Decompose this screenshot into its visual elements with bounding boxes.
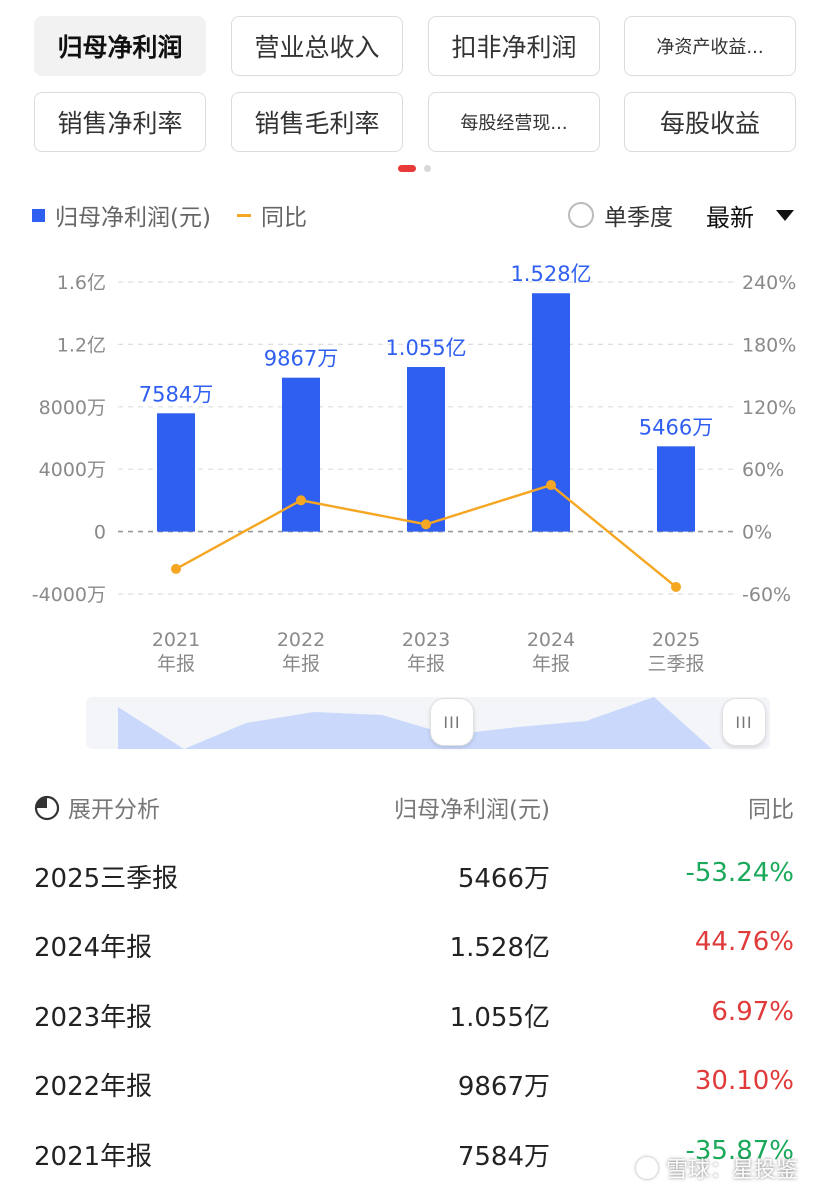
chart-legend: 归母净利润(元) 同比 [32, 198, 307, 232]
table-row[interactable]: 2024年报 1.528亿 44.76% [0, 927, 830, 967]
bar-data-label: 1.528亿 [510, 262, 591, 286]
line-legend-label: 同比 [260, 205, 307, 231]
bar-data-label: 5466万 [639, 415, 713, 439]
y-right-tick-label: -60% [742, 584, 791, 606]
bar [532, 293, 570, 532]
value-cell: 1.055亿 [449, 1003, 550, 1033]
bar [657, 446, 695, 532]
yoy-cell: 44.76% [694, 927, 794, 957]
tab-roe[interactable]: 净资产收益... [624, 16, 796, 76]
x-tick-label-period: 年报 [282, 653, 320, 675]
yoy-column-header: 同比 [748, 797, 794, 823]
table-row[interactable]: 2022年报 9867万 30.10% [0, 1066, 830, 1106]
radio-icon[interactable] [568, 202, 594, 228]
caret-down-icon [776, 210, 794, 221]
table-row[interactable]: 2021年报 7584万 -35.87% [0, 1136, 830, 1176]
y-left-tick-label: 0 [94, 522, 106, 544]
tab-net-profit-parent[interactable]: 归母净利润 [34, 16, 206, 76]
bar-data-label: 9867万 [264, 347, 338, 371]
tab-deducted-net-profit[interactable]: 扣非净利润 [428, 16, 600, 76]
y-left-tick-label: 8000万 [39, 397, 106, 419]
yoy-point [546, 480, 556, 491]
tab-total-revenue[interactable]: 营业总收入 [231, 16, 403, 76]
x-tick-label-year: 2023 [402, 629, 450, 651]
value-cell: 5466万 [457, 864, 550, 894]
watermark-text: 雪球：星投鉴 [666, 1158, 799, 1183]
value-cell: 1.528亿 [449, 933, 550, 963]
slider-preview [118, 697, 712, 749]
slider-handle-right[interactable]: III [722, 698, 766, 746]
x-tick-label-period: 年报 [407, 653, 445, 675]
y-right-tick-label: 120% [742, 397, 796, 419]
single-quarter-label: 单季度 [604, 205, 673, 231]
y-left-tick-label: -4000万 [32, 584, 106, 606]
period-cell: 2025三季报 [34, 864, 179, 894]
y-left-tick-label: 4000万 [39, 459, 106, 481]
bar-legend-label: 归母净利润(元) [55, 205, 211, 231]
range-slider[interactable] [86, 697, 770, 749]
x-tick-label-year: 2025 [652, 629, 700, 651]
latest-label: 最新 [706, 204, 754, 232]
line-legend-swatch [236, 213, 251, 217]
expand-analysis-link[interactable]: 展开分析 [68, 797, 160, 823]
yoy-point [171, 563, 181, 574]
yoy-cell: 6.97% [711, 997, 794, 1027]
table-row[interactable]: 2025三季报 5466万 -53.24% [0, 858, 830, 898]
bar-legend-swatch [32, 208, 45, 222]
period-cell: 2021年报 [34, 1142, 153, 1172]
value-cell: 9867万 [457, 1072, 550, 1102]
single-quarter-toggle[interactable]: 单季度 [568, 198, 673, 232]
x-tick-label-year: 2021 [152, 629, 200, 651]
y-left-tick-label: 1.2亿 [57, 334, 106, 356]
bar-data-label: 1.055亿 [385, 336, 466, 360]
y-right-tick-label: 180% [742, 334, 796, 356]
y-right-tick-label: 240% [742, 272, 796, 294]
y-right-tick-label: 60% [742, 459, 784, 481]
snowball-logo-icon [636, 1157, 658, 1179]
yoy-cell: -35.87% [685, 1136, 794, 1166]
tab-net-margin[interactable]: 销售净利率 [34, 92, 206, 152]
yoy-point [421, 519, 431, 530]
watermark: 雪球：星投鉴 [636, 1152, 798, 1184]
tab-operating-cash-per-share[interactable]: 每股经营现... [428, 92, 600, 152]
yoy-point [671, 581, 681, 592]
pie-chart-icon[interactable] [34, 795, 60, 821]
value-column-header: 归母净利润(元) [394, 797, 550, 823]
profit-chart: 1.6亿 1.2亿 8000万 4000万 0 -4000万 240% 180% 120% 60%… [32, 262, 797, 675]
x-tick-label-period: 年报 [157, 653, 195, 675]
yoy-cell: -53.24% [685, 858, 794, 888]
page-indicator-active [398, 165, 416, 172]
x-tick-label-year: 2022 [277, 629, 325, 651]
tab-eps[interactable]: 每股收益 [624, 92, 796, 152]
x-tick-label-period: 年报 [532, 653, 570, 675]
latest-dropdown[interactable]: 最新 [706, 198, 794, 233]
slider-handle-left[interactable]: III [430, 698, 474, 746]
period-cell: 2024年报 [34, 933, 153, 963]
period-cell: 2022年报 [34, 1072, 153, 1102]
value-cell: 7584万 [457, 1142, 550, 1172]
page-indicator-inactive [424, 165, 431, 172]
period-cell: 2023年报 [34, 1003, 153, 1033]
x-tick-label-period: 三季报 [647, 653, 704, 675]
y-left-tick-label: 1.6亿 [57, 272, 106, 294]
yoy-point [296, 495, 306, 506]
yoy-cell: 30.10% [694, 1066, 794, 1096]
bar [407, 367, 445, 532]
x-tick-label-year: 2024 [527, 629, 575, 651]
bar-data-label: 7584万 [139, 382, 213, 406]
bar [157, 413, 195, 532]
table-row[interactable]: 2023年报 1.055亿 6.97% [0, 997, 830, 1037]
y-right-tick-label: 0% [742, 522, 772, 544]
tab-gross-margin[interactable]: 销售毛利率 [231, 92, 403, 152]
